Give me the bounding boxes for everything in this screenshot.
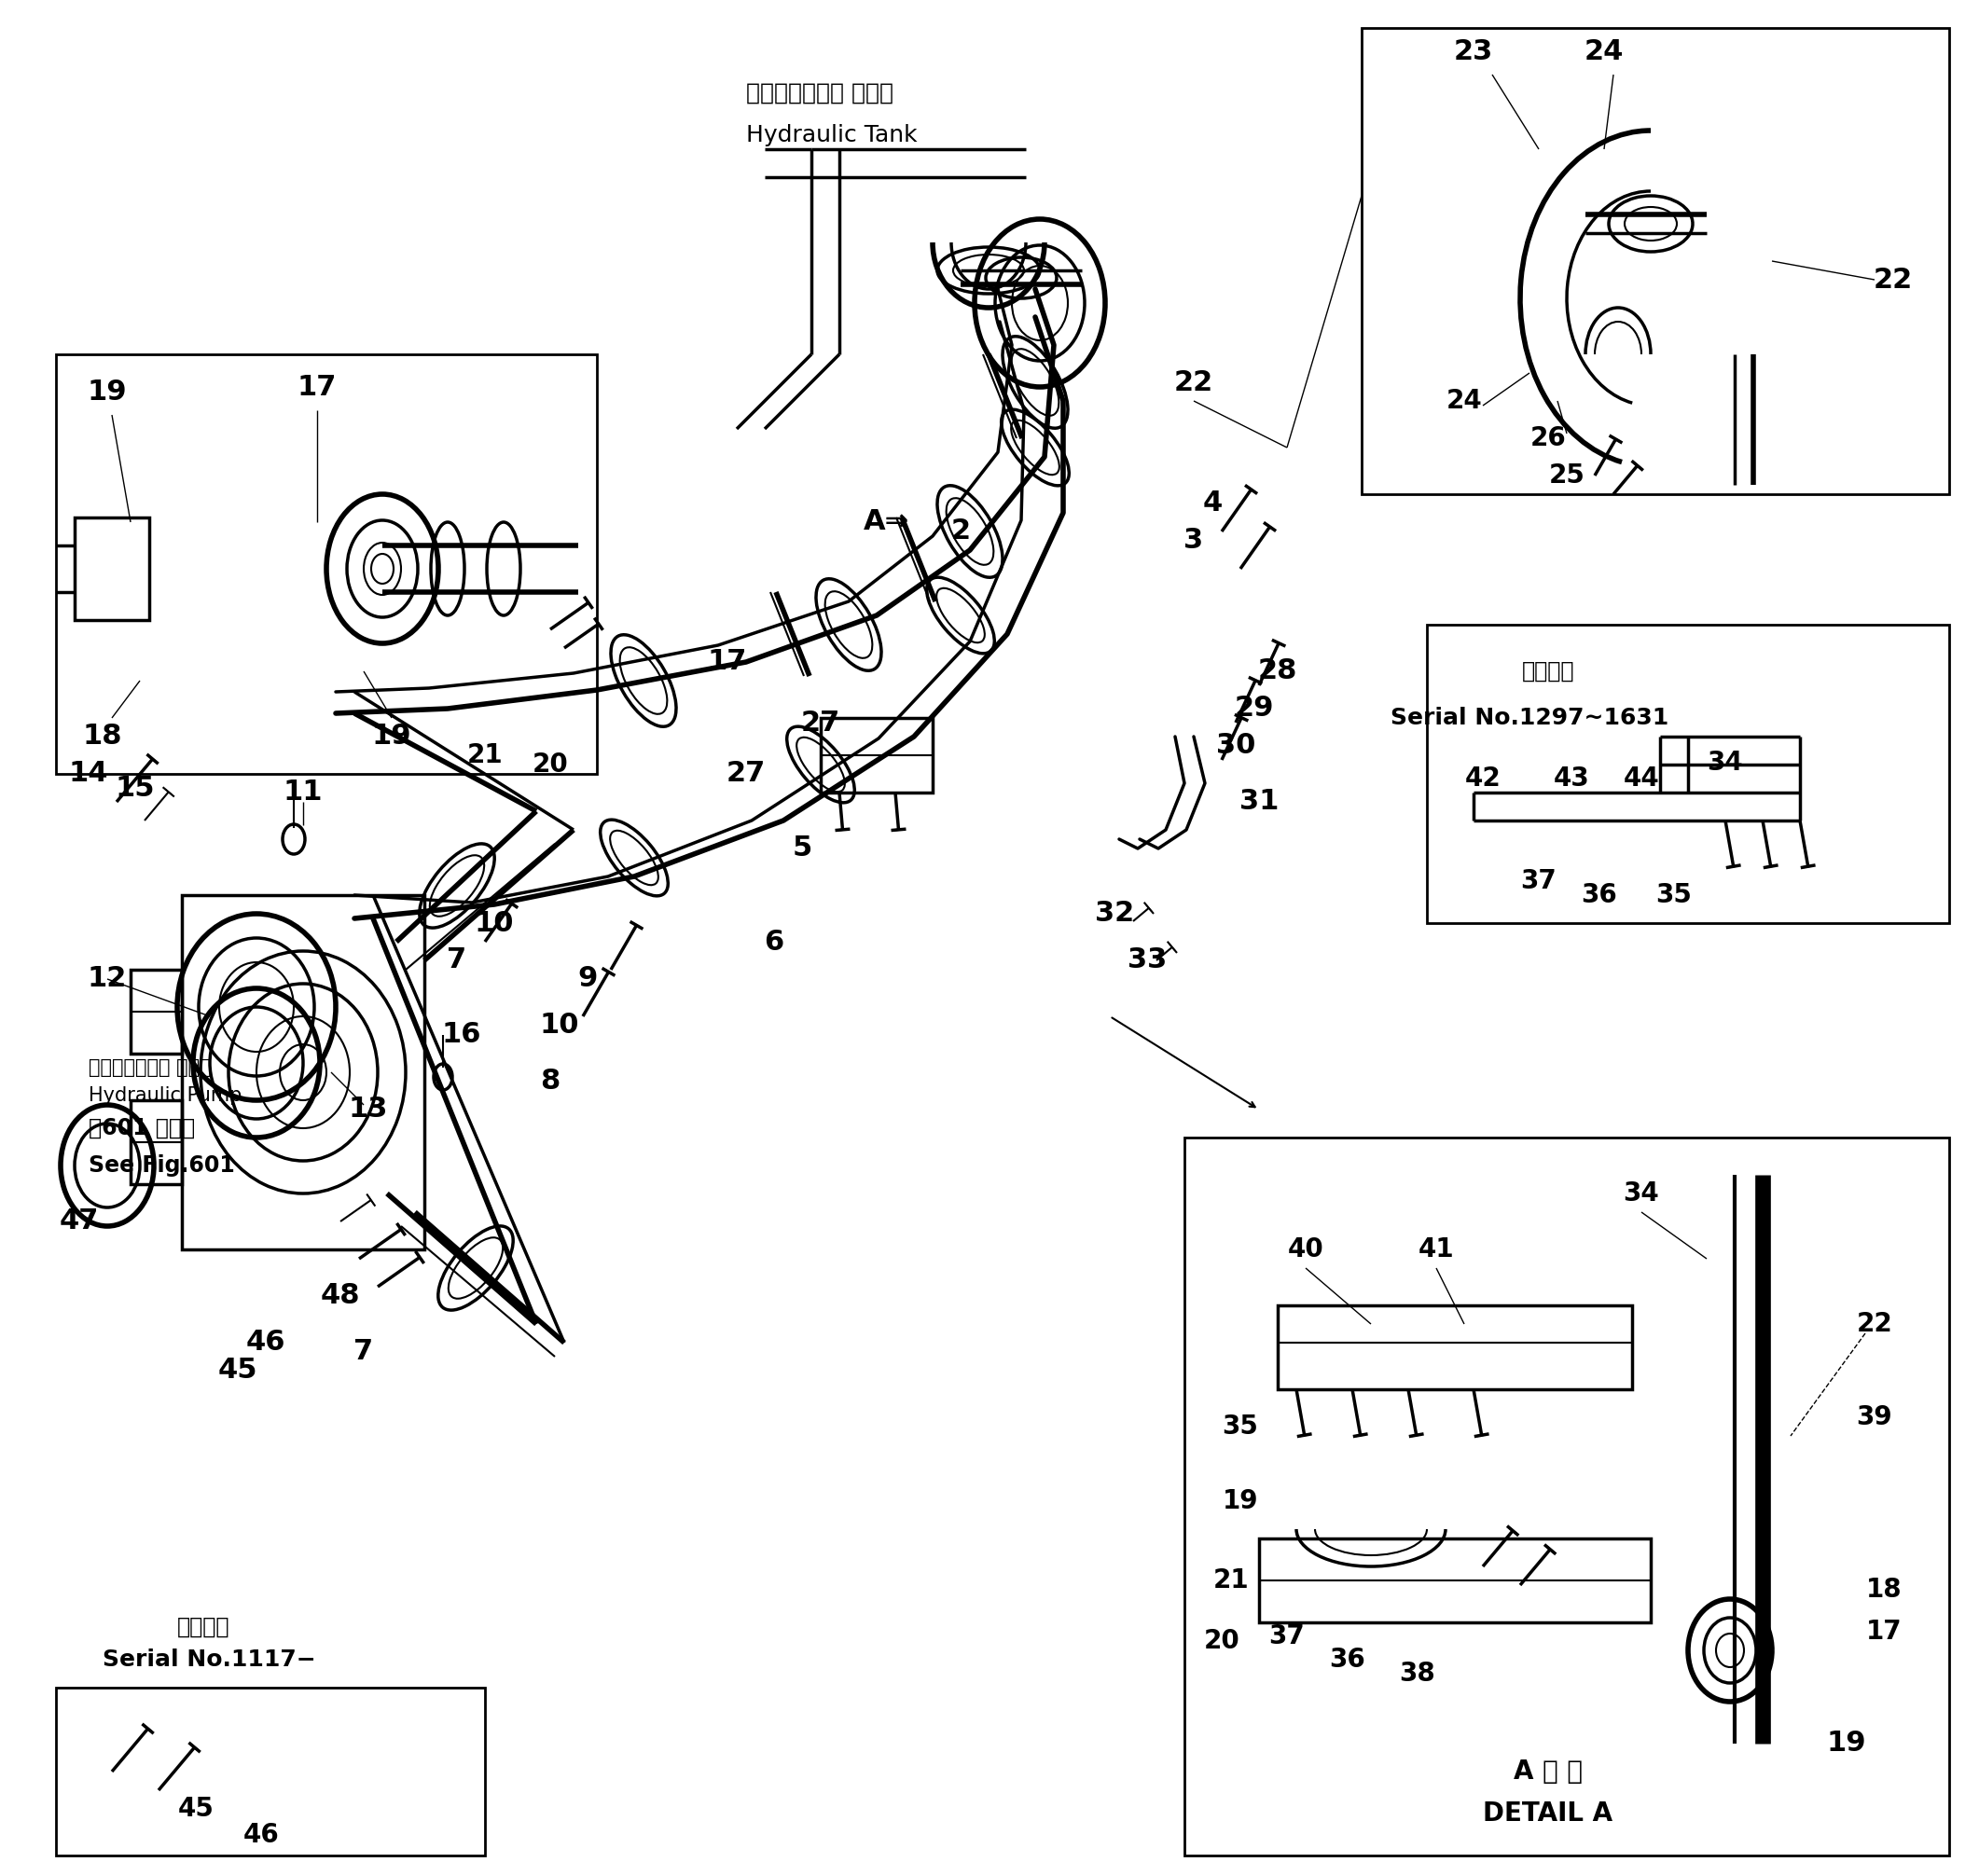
- Text: 19: 19: [372, 722, 412, 750]
- Text: 40: 40: [1288, 1236, 1324, 1263]
- Text: 41: 41: [1419, 1236, 1455, 1263]
- Text: 適用号機: 適用号機: [1522, 660, 1575, 683]
- Text: 23: 23: [1455, 38, 1494, 66]
- Text: 47: 47: [59, 1208, 99, 1234]
- Text: 21: 21: [467, 743, 503, 769]
- Text: 18: 18: [1866, 1576, 1902, 1602]
- Text: 22: 22: [1874, 266, 1914, 293]
- Text: 19: 19: [1223, 1488, 1259, 1514]
- Text: 39: 39: [1856, 1405, 1892, 1430]
- Text: 5: 5: [792, 835, 811, 861]
- Text: Hydraulic Tank: Hydraulic Tank: [746, 124, 918, 146]
- Text: 17: 17: [297, 373, 336, 400]
- Text: See Fig.601: See Fig.601: [89, 1154, 236, 1176]
- Text: 22: 22: [1856, 1311, 1892, 1338]
- Text: 36: 36: [1330, 1647, 1366, 1673]
- Text: 7: 7: [354, 1338, 374, 1366]
- Text: 第601 図参照: 第601 図参照: [89, 1116, 196, 1139]
- Text: 4: 4: [1203, 490, 1223, 518]
- Text: Serial No.1117−: Serial No.1117−: [103, 1649, 317, 1672]
- Text: A⇒: A⇒: [863, 508, 908, 537]
- Text: 24: 24: [1447, 388, 1482, 415]
- Text: Hydraulic Pump: Hydraulic Pump: [89, 1086, 241, 1105]
- Text: 25: 25: [1550, 463, 1585, 488]
- Text: 21: 21: [1213, 1566, 1249, 1593]
- Text: 29: 29: [1235, 696, 1274, 722]
- Text: 35: 35: [1223, 1413, 1259, 1439]
- Text: 46: 46: [243, 1822, 279, 1848]
- Text: 18: 18: [83, 722, 123, 750]
- Text: A 詳 細: A 詳 細: [1514, 1758, 1583, 1784]
- Text: 15: 15: [115, 775, 154, 801]
- Text: 38: 38: [1399, 1660, 1435, 1687]
- Text: 14: 14: [69, 760, 109, 788]
- Text: DETAIL A: DETAIL A: [1482, 1801, 1613, 1827]
- Text: 10: 10: [475, 910, 515, 936]
- Text: 17: 17: [1866, 1619, 1902, 1645]
- Text: 27: 27: [801, 709, 841, 735]
- Text: 42: 42: [1464, 765, 1500, 792]
- Text: 33: 33: [1128, 947, 1168, 974]
- Text: 26: 26: [1530, 426, 1565, 452]
- Text: 3: 3: [1183, 527, 1203, 553]
- Text: 6: 6: [764, 929, 784, 955]
- Text: 37: 37: [1269, 1623, 1304, 1649]
- Text: 9: 9: [578, 966, 598, 992]
- Text: 37: 37: [1520, 869, 1557, 895]
- Text: 32: 32: [1094, 900, 1134, 927]
- Text: 28: 28: [1259, 658, 1298, 685]
- Text: 27: 27: [726, 760, 766, 788]
- Text: 22: 22: [1174, 370, 1213, 396]
- Text: 35: 35: [1656, 882, 1692, 908]
- Text: 8: 8: [540, 1067, 560, 1096]
- Text: 30: 30: [1215, 732, 1255, 760]
- Text: 31: 31: [1239, 788, 1278, 816]
- Text: 16: 16: [441, 1021, 481, 1049]
- Text: 24: 24: [1585, 38, 1625, 66]
- Text: 36: 36: [1581, 882, 1617, 908]
- Text: 11: 11: [283, 779, 323, 807]
- Text: 43: 43: [1554, 765, 1589, 792]
- Text: 45: 45: [218, 1356, 257, 1384]
- Text: 17: 17: [708, 649, 748, 675]
- Text: Serial No.1297∼1631: Serial No.1297∼1631: [1391, 707, 1668, 730]
- Text: 19: 19: [87, 379, 127, 405]
- Text: 44: 44: [1623, 765, 1660, 792]
- Text: 48: 48: [321, 1283, 360, 1309]
- Text: 19: 19: [1827, 1730, 1866, 1758]
- Text: 2: 2: [950, 518, 970, 546]
- Text: 46: 46: [245, 1328, 285, 1356]
- Text: 45: 45: [178, 1795, 214, 1822]
- Text: 13: 13: [348, 1096, 388, 1124]
- Text: 7: 7: [447, 947, 467, 974]
- Text: 20: 20: [532, 752, 568, 779]
- Text: 適用号機: 適用号機: [178, 1615, 230, 1638]
- Text: ハイドロリック タンク: ハイドロリック タンク: [746, 83, 893, 105]
- Text: ハイドロリック ベンプ: ハイドロリック ベンプ: [89, 1058, 212, 1077]
- Text: 34: 34: [1623, 1180, 1660, 1206]
- Text: 34: 34: [1708, 750, 1743, 777]
- Text: 10: 10: [540, 1013, 580, 1039]
- Text: 12: 12: [87, 966, 127, 992]
- Text: 20: 20: [1203, 1628, 1239, 1655]
